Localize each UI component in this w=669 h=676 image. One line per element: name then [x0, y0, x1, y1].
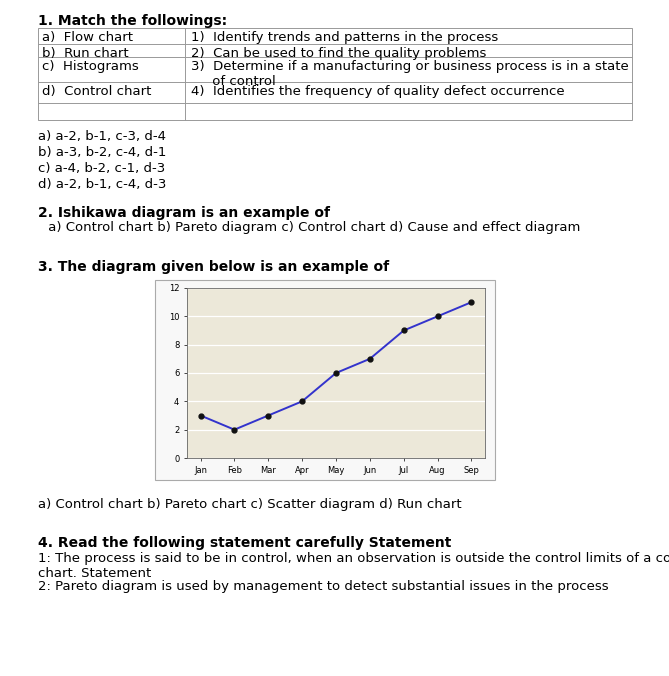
Text: 2)  Can be used to find the quality problems: 2) Can be used to find the quality probl… [191, 47, 486, 60]
Text: c) a-4, b-2, c-1, d-3: c) a-4, b-2, c-1, d-3 [38, 162, 165, 175]
Text: d) a-2, b-1, c-4, d-3: d) a-2, b-1, c-4, d-3 [38, 178, 167, 191]
Text: b)  Run chart: b) Run chart [42, 47, 128, 60]
Text: d)  Control chart: d) Control chart [42, 85, 151, 98]
Text: 1: The process is said to be in control, when an observation is outside the cont: 1: The process is said to be in control,… [38, 552, 669, 580]
Text: 1. Match the followings:: 1. Match the followings: [38, 14, 227, 28]
Text: 3)  Determine if a manufacturing or business process is in a state
     of contr: 3) Determine if a manufacturing or busin… [191, 60, 629, 88]
Text: a) Control chart b) Pareto chart c) Scatter diagram d) Run chart: a) Control chart b) Pareto chart c) Scat… [38, 498, 462, 511]
Text: a)  Flow chart: a) Flow chart [42, 31, 133, 44]
Text: 2. Ishikawa diagram is an example of: 2. Ishikawa diagram is an example of [38, 206, 330, 220]
Text: b) a-3, b-2, c-4, d-1: b) a-3, b-2, c-4, d-1 [38, 146, 167, 159]
Text: 4. Read the following statement carefully Statement: 4. Read the following statement carefull… [38, 536, 452, 550]
Text: 4)  Identifies the frequency of quality defect occurrence: 4) Identifies the frequency of quality d… [191, 85, 565, 98]
Text: 2: Pareto diagram is used by management to detect substantial issues in the proc: 2: Pareto diagram is used by management … [38, 580, 609, 593]
Text: 3. The diagram given below is an example of: 3. The diagram given below is an example… [38, 260, 389, 274]
Text: 1)  Identify trends and patterns in the process: 1) Identify trends and patterns in the p… [191, 31, 498, 44]
Text: c)  Histograms: c) Histograms [42, 60, 138, 73]
Text: a) a-2, b-1, c-3, d-4: a) a-2, b-1, c-3, d-4 [38, 130, 166, 143]
Bar [155, 280, 495, 480]
Bar [38, 28, 632, 120]
Text: a) Control chart b) Pareto diagram c) Control chart d) Cause and effect diagram: a) Control chart b) Pareto diagram c) Co… [44, 221, 581, 234]
